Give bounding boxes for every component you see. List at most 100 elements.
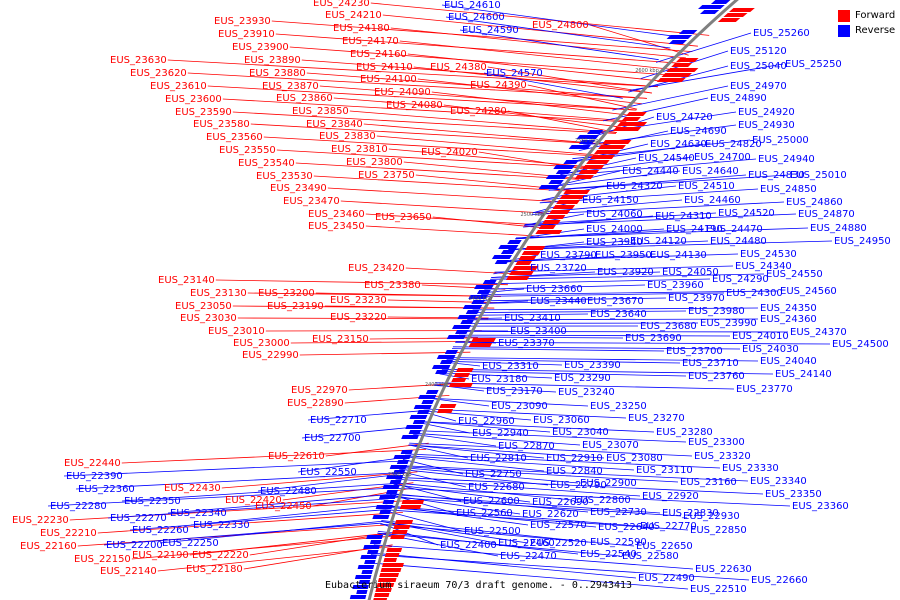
reverse-gene-arrow — [393, 455, 411, 459]
leader-line — [103, 522, 381, 546]
forward-gene-label: EUS_23190 — [267, 301, 324, 312]
leader-line — [295, 162, 580, 180]
forward-gene-arrow — [451, 378, 467, 382]
forward-gene-arrow — [556, 200, 581, 204]
reverse-gene-arrow — [349, 595, 367, 599]
leader-line — [458, 334, 731, 337]
leader-line — [121, 483, 394, 502]
leader-line — [129, 509, 385, 531]
reverse-gene-arrow — [471, 300, 486, 304]
reverse-gene-label: EUS_24690 — [670, 126, 727, 137]
forward-gene-label: EUS_23830 — [319, 131, 376, 142]
reverse-gene-arrow — [444, 350, 459, 354]
leader-line — [370, 2, 710, 36]
forward-gene-label: EUS_23650 — [375, 212, 432, 223]
reverse-gene-arrow — [409, 415, 428, 419]
reverse-gene-arrow — [401, 435, 420, 439]
reverse-gene-label: EUS_24550 — [766, 269, 823, 280]
reverse-gene-arrow — [697, 5, 725, 9]
reverse-gene-label: EUS_23700 — [666, 346, 723, 357]
forward-gene-arrow — [381, 563, 404, 567]
reverse-gene-label: EUS_24060 — [586, 209, 643, 220]
forward-gene-arrow — [379, 573, 400, 577]
reverse-gene-label: EUS_23760 — [688, 371, 745, 382]
forward-gene-label: EUS_24090 — [374, 87, 431, 98]
leader-line — [333, 97, 627, 122]
leader-line — [501, 253, 739, 262]
forward-gene-label: EUS_23460 — [308, 209, 365, 220]
forward-gene-arrow — [375, 588, 392, 592]
leader-line — [157, 546, 393, 572]
reverse-feature-track — [349, 0, 731, 599]
reverse-gene-label: EUS_23340 — [750, 476, 807, 487]
reverse-gene-label: EUS_22710 — [310, 415, 367, 426]
reverse-gene-arrow — [356, 590, 368, 594]
reverse-gene-arrow — [385, 475, 404, 479]
reverse-gene-label: EUS_23070 — [582, 440, 639, 451]
leader-line — [289, 46, 670, 76]
leader-line — [408, 444, 605, 459]
reverse-gene-arrow — [363, 545, 381, 549]
reverse-gene-label: EUS_25040 — [730, 61, 787, 72]
reverse-gene-label: EUS_24820 — [705, 139, 762, 150]
reverse-gene-label: EUS_24140 — [775, 369, 832, 380]
forward-gene-label: EUS_23890 — [244, 55, 301, 66]
reverse-gene-label: EUS_23090 — [491, 401, 548, 412]
reverse-gene-label: EUS_22260 — [132, 525, 189, 536]
reverse-gene-arrow — [568, 145, 591, 149]
leader-line — [47, 487, 393, 507]
forward-gene-label: EUS_22180 — [186, 564, 243, 575]
forward-gene-arrow — [453, 373, 471, 377]
forward-gene-label: EUS_24380 — [430, 62, 487, 73]
reverse-gene-label: EUS_22580 — [622, 551, 679, 562]
reverse-gene-arrow — [354, 575, 372, 579]
forward-gene-label: EUS_23850 — [292, 106, 349, 117]
forward-gene-arrow — [593, 150, 621, 154]
reverse-gene-label: EUS_22460 — [498, 538, 555, 549]
forward-gene-label: EUS_22420 — [225, 495, 282, 506]
reverse-gene-label: EUS_23400 — [510, 326, 567, 337]
reverse-gene-arrow — [545, 175, 568, 179]
leader-line — [63, 460, 403, 477]
forward-gene-arrow — [578, 170, 600, 174]
leader-line — [349, 110, 617, 133]
forward-gene-arrow — [524, 246, 546, 250]
reverse-gene-label: EUS_23410 — [504, 313, 561, 324]
reverse-gene-label: EUS_22200 — [106, 540, 163, 551]
forward-gene-label: EUS_23030 — [180, 313, 237, 324]
leader-line — [629, 63, 784, 91]
reverse-gene-arrow — [378, 495, 397, 499]
leader-line — [393, 483, 462, 502]
tick-label: 2300 kbp — [388, 472, 412, 478]
reverse-gene-arrow — [457, 315, 477, 319]
reverse-gene-arrow — [435, 370, 449, 374]
forward-gene-label: EUS_22230 — [12, 515, 69, 526]
forward-gene-label: EUS_24280 — [450, 106, 507, 117]
reverse-gene-label: EUS_23990 — [700, 318, 757, 329]
reverse-gene-label: EUS_24540 — [638, 153, 695, 164]
forward-gene-label: EUS_23380 — [364, 280, 421, 291]
reverse-gene-label: EUS_22350 — [124, 496, 181, 507]
forward-gene-label: EUS_24210 — [325, 10, 382, 21]
reverse-gene-label: EUS_23300 — [688, 437, 745, 448]
reverse-gene-label: EUS_24950 — [834, 236, 891, 247]
reverse-gene-label: EUS_22810 — [470, 453, 527, 464]
leader-line — [404, 455, 635, 471]
reverse-gene-arrow — [460, 320, 474, 324]
tick-label: 2500 kbp — [521, 212, 545, 218]
leader-line — [440, 370, 687, 377]
reverse-gene-label: EUS_22600 — [463, 496, 520, 507]
leader-line — [388, 148, 590, 168]
leader-line — [399, 468, 549, 486]
reverse-gene-label: EUS_24930 — [738, 120, 795, 131]
reverse-gene-label: EUS_23350 — [765, 489, 822, 500]
forward-gene-label: EUS_23000 — [233, 338, 290, 349]
reverse-gene-label: EUS_22510 — [690, 584, 747, 595]
reverse-gene-label: EUS_22940 — [472, 428, 529, 439]
reverse-gene-label: EUS_24920 — [738, 107, 795, 118]
leader-line — [306, 72, 647, 99]
forward-gene-arrow — [542, 220, 561, 224]
leader-line — [107, 498, 389, 519]
reverse-gene-label: EUS_23290 — [554, 373, 611, 384]
